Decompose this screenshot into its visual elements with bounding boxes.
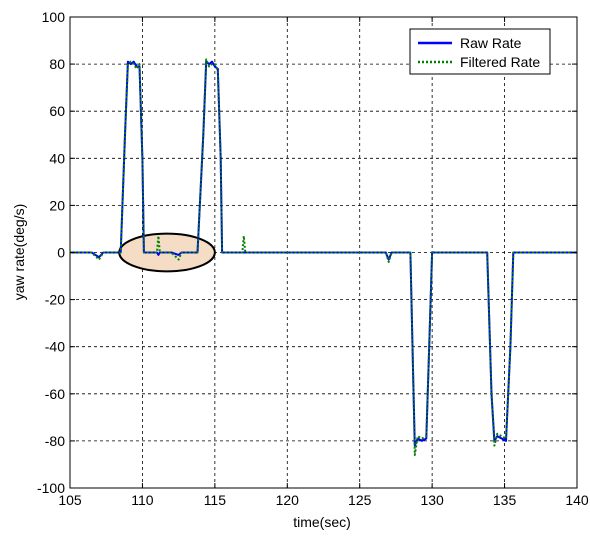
x-tick-label: 110 [131, 492, 154, 508]
x-axis-ticks: 105 110 115 120 125 130 135 140 [58, 17, 589, 508]
legend-label-0: Raw Rate [460, 35, 522, 51]
y-tick-label: 60 [49, 103, 65, 119]
series-lines [70, 58, 577, 456]
x-tick-label: 135 [493, 492, 517, 508]
y-tick-label: -100 [37, 480, 65, 496]
legend-label-1: Filtered Rate [460, 54, 540, 70]
y-axis-ticks: -100 -80 -60 -40 -20 0 20 40 60 80 100 [37, 9, 577, 496]
x-tick-label: 115 [204, 492, 227, 508]
y-tick-label: -40 [45, 339, 65, 355]
y-tick-label: -60 [45, 386, 65, 402]
legend: Raw Rate Filtered Rate [409, 28, 551, 75]
x-tick-label: 130 [420, 492, 444, 508]
x-tick-label: 105 [58, 492, 82, 508]
x-tick-label: 125 [348, 492, 372, 508]
y-tick-label: -20 [45, 292, 65, 308]
y-tick-label: 80 [49, 56, 65, 72]
series-line-1 [70, 58, 577, 456]
y-tick-label: 20 [49, 197, 65, 213]
y-tick-label: 40 [49, 150, 65, 166]
legend-box [409, 28, 551, 75]
x-tick-label: 140 [565, 492, 589, 508]
y-tick-label: -80 [45, 433, 65, 449]
y-axis-label: yaw rate(deg/s) [11, 204, 27, 300]
x-axis-label: time(sec) [293, 514, 351, 530]
x-tick-label: 120 [276, 492, 300, 508]
y-tick-label: 100 [42, 9, 66, 25]
y-tick-label: 0 [57, 245, 65, 261]
